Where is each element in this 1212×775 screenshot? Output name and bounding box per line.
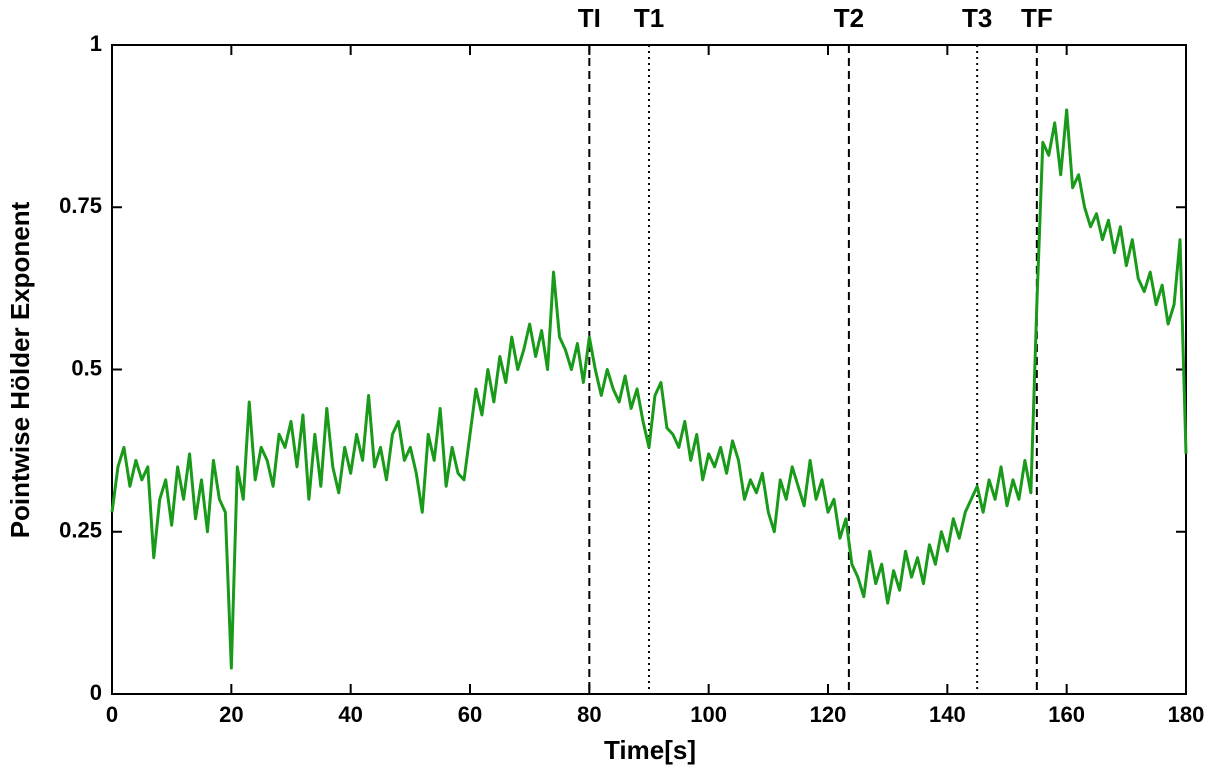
marker-label: T3 — [962, 3, 992, 33]
x-tick-label: 160 — [1048, 702, 1085, 727]
y-tick-label: 1 — [90, 31, 102, 56]
marker-label: TF — [1021, 3, 1053, 33]
marker-label: T2 — [834, 3, 864, 33]
y-tick-label: 0.75 — [59, 193, 102, 218]
x-tick-label: 140 — [929, 702, 966, 727]
x-tick-label: 40 — [338, 702, 362, 727]
x-tick-label: 120 — [810, 702, 847, 727]
marker-label: T1 — [634, 3, 664, 33]
x-tick-label: 60 — [458, 702, 482, 727]
x-tick-label: 100 — [690, 702, 727, 727]
y-axis-label: Pointwise Hölder Exponent — [5, 201, 35, 538]
x-axis-label: Time[s] — [604, 735, 696, 765]
x-tick-label: 0 — [106, 702, 118, 727]
x-tick-label: 180 — [1168, 702, 1205, 727]
y-tick-label: 0 — [90, 680, 102, 705]
marker-label: TI — [578, 3, 601, 33]
data-line — [110, 108, 1188, 670]
x-tick-label: 20 — [219, 702, 243, 727]
x-tick-label: 80 — [577, 702, 601, 727]
y-tick-label: 0.25 — [59, 518, 102, 543]
y-tick-label: 0.5 — [71, 355, 102, 380]
